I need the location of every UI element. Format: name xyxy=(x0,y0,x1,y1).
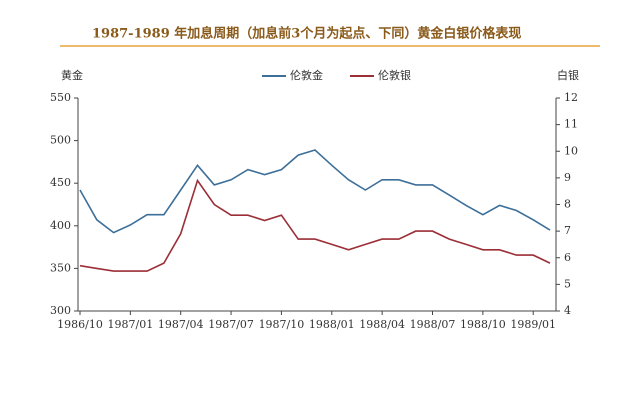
x-tick-label: 1988/07 xyxy=(410,318,456,331)
y-tick-label: 450 xyxy=(50,176,71,189)
y-tick-label: 500 xyxy=(50,134,71,147)
y2-tick-label: 12 xyxy=(564,91,578,104)
y2-tick-label: 5 xyxy=(564,277,571,290)
x-tick-label: 1987/04 xyxy=(158,318,204,331)
y-tick-label: 300 xyxy=(50,304,71,317)
y2-tick-label: 10 xyxy=(564,144,578,157)
x-tick-label: 1987/10 xyxy=(259,318,305,331)
y2-tick-label: 4 xyxy=(564,304,571,317)
y2-axis-label: 白银 xyxy=(557,68,579,82)
x-tick-label: 1987/01 xyxy=(108,318,154,331)
y2-tick-label: 6 xyxy=(564,251,571,264)
x-tick-label: 1988/04 xyxy=(359,318,405,331)
chart-title: 1987-1989 年加息周期（加息前3个月为起点、下同）黄金白银价格表现 xyxy=(92,26,521,42)
x-tick-label: 1988/01 xyxy=(309,318,355,331)
y2-tick-label: 9 xyxy=(564,171,571,184)
y-tick-label: 400 xyxy=(50,219,71,232)
y2-tick-label: 7 xyxy=(564,224,571,237)
legend-label: 伦敦金 xyxy=(290,68,323,82)
x-tick-label: 1988/10 xyxy=(460,318,506,331)
x-tick-label: 1987/07 xyxy=(208,318,254,331)
y-axis-label: 黄金 xyxy=(61,68,83,82)
y-tick-label: 350 xyxy=(50,261,71,274)
x-tick-label: 1989/01 xyxy=(510,318,556,331)
series-line xyxy=(79,149,551,234)
y2-tick-label: 8 xyxy=(564,198,571,211)
legend-label: 伦敦银 xyxy=(378,68,411,82)
y-tick-label: 550 xyxy=(50,91,71,104)
series-line xyxy=(79,178,551,272)
x-tick-label: 1986/10 xyxy=(57,318,103,331)
y2-tick-label: 11 xyxy=(564,118,578,131)
